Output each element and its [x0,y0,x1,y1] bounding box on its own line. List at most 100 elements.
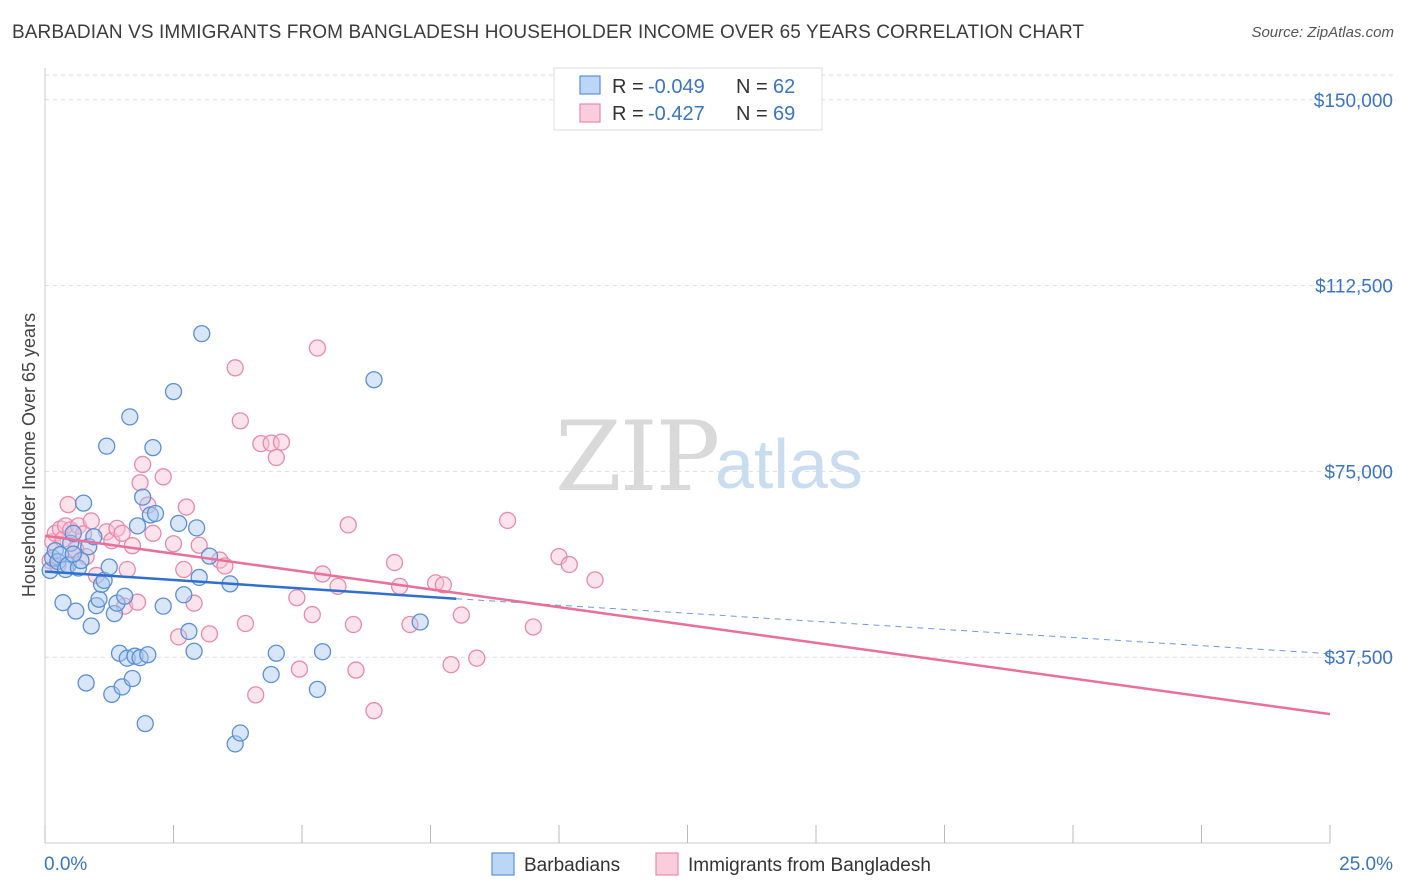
axes [44,68,1331,844]
barbadian-point [308,680,327,699]
legend-n-value-pink: 69 [773,103,795,125]
bangladesh-point [442,655,460,674]
bangladesh-point [82,512,100,530]
barbadian-point [144,438,162,457]
y-tick-label: $75,000 [1324,462,1393,483]
bangladesh-point [113,524,131,542]
legend-swatch-pink [579,103,601,123]
bangladesh-point [134,455,152,474]
legend-swatch-bangladesh [655,852,679,876]
bangladesh-point [144,524,162,542]
y-tick-label: $112,500 [1315,277,1393,298]
bangladesh-point [498,511,517,530]
barbadian-point [98,437,116,455]
x-tick-label: 0.0% [44,854,87,875]
barbadian-point [77,674,95,692]
barbadian-point [169,514,188,533]
barbadian-point [200,547,219,565]
bangladesh-point [247,686,265,704]
legend-n-label-pink: N = [736,103,768,125]
barbadian-point [67,602,85,620]
barbadian-trend-extension [456,598,1331,655]
barbadian-point [123,669,142,688]
bangladesh-point [164,535,183,553]
bangladesh-point [131,474,149,492]
y-axis-label: Householder Income Over 65 years [19,313,39,597]
barbadian-point [267,644,285,662]
bangladesh-point [290,660,309,678]
bangladesh-point [267,448,285,467]
bangladesh-point [154,468,172,486]
barbadian-point [90,590,108,608]
barbadian-point [105,604,124,623]
bangladesh-point [190,536,208,554]
bangladesh-point [118,560,136,579]
barbadian-point [121,408,139,426]
bangladesh-point [347,661,365,679]
watermark: ZIP atlas [555,401,863,513]
bangladesh-point [303,605,321,624]
bangladesh-point [177,498,196,516]
barbadian-point [262,665,280,684]
chart-title: BARBADIAN VS IMMIGRANTS FROM BANGLADESH … [12,22,1085,43]
bangladesh-point [401,615,419,634]
grid-lines [45,74,1395,658]
y-tick-label: $150,000 [1314,91,1393,112]
bangladesh-point [226,359,244,377]
barbadian-point [116,587,134,605]
barbadian-trend-line [44,570,457,600]
barbadian-point [180,622,198,641]
watermark-zip: ZIP [555,401,718,513]
barbadian-point [185,642,203,660]
series-barbadians-points [41,324,429,753]
watermark-atlas: atlas [715,425,863,503]
barbadian-point [54,594,72,612]
bangladesh-point [339,516,357,534]
bangladesh-point [434,576,453,594]
barbadian-point [146,504,165,523]
bangladesh-trend-line [44,534,1331,716]
legend-label-barbadians: Barbadians [524,855,620,876]
source-label: Source: ZipAtlas.com [1251,24,1394,41]
bangladesh-point [560,555,578,574]
barbadian-point [82,617,100,635]
barbadian-point [164,382,183,401]
barbadian-point [74,494,93,512]
y-tick-labels: $37,500 $75,000 $112,500 $150,000 [1314,91,1393,669]
barbadian-point [100,558,118,576]
bangladesh-point [169,628,188,646]
bangladesh-point [200,625,219,643]
barbadian-point [139,646,157,664]
y-tick-label: $37,500 [1324,648,1393,669]
bangladesh-point [108,519,126,538]
bangladesh-point [468,649,486,667]
legend-n-value-blue: 62 [773,76,795,98]
series-legend: Barbadians Immigrants from Bangladesh [491,852,931,876]
bangladesh-point [272,433,291,451]
legend-r-label-pink: R = [612,103,644,125]
barbadian-point [64,524,82,542]
bangladesh-point [344,615,363,634]
bangladesh-point [231,412,249,430]
barbadian-point [365,371,383,389]
barbadian-point [175,586,193,604]
legend-r-label-blue: R = [612,76,644,98]
legend-r-value-blue: -0.049 [648,76,705,98]
bangladesh-point [308,339,327,357]
barbadian-point [128,517,147,535]
barbadian-point [231,724,249,742]
barbadian-point [187,519,206,537]
legend-n-label-blue: N = [736,76,768,98]
legend-swatch-blue [579,75,601,95]
bangladesh-point [59,495,77,514]
x-tick-labels: 0.0% 25.0% [44,854,1393,875]
barbadian-point [134,488,152,506]
legend-r-value-pink: -0.427 [648,103,705,125]
bangladesh-point [175,560,193,579]
barbadian-point [154,597,172,615]
bangladesh-point [123,537,142,555]
bangladesh-point [236,614,255,633]
barbadian-point [193,324,211,343]
trend-lines [44,534,1331,716]
